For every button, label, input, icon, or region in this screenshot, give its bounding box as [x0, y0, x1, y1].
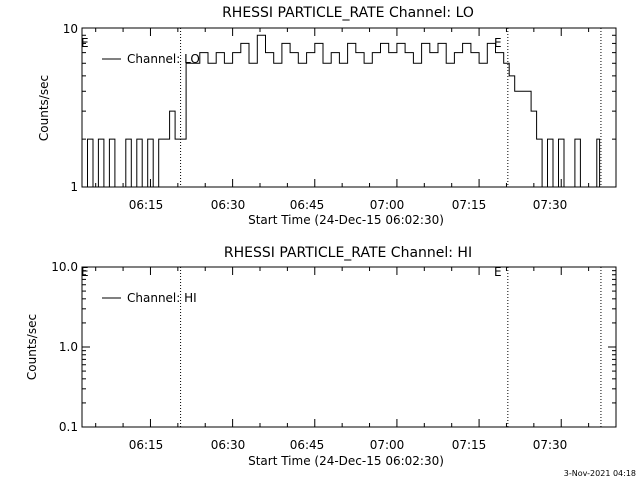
plot-frame: [81, 27, 617, 188]
chart-title: RHESSI PARTICLE_RATE Channel: LO: [222, 5, 474, 21]
y-tick-label: 1: [70, 180, 78, 194]
x-tick-label: 06:45: [290, 198, 325, 212]
generation-timestamp: 3-Nov-2021 04:18: [564, 469, 636, 478]
axis-ticks: [82, 267, 617, 428]
x-tick-label: 06:15: [129, 438, 164, 452]
series-line-channel-lo: [82, 34, 601, 188]
axis-ticks: [82, 28, 617, 188]
data-series: [82, 34, 601, 188]
x-tick-label: 07:30: [533, 438, 568, 452]
dotted-reference-lines: [180, 28, 602, 187]
x-tick-label: 07:00: [370, 438, 405, 452]
event-marker-e: E: [81, 265, 89, 279]
panel-lo: RHESSI PARTICLE_RATE Channel: LO Counts/…: [37, 5, 617, 227]
panel-hi: RHESSI PARTICLE_RATE Channel: HI Counts/…: [25, 245, 617, 468]
x-tick-label: 07:15: [452, 198, 487, 212]
legend-label: Channel: HI: [127, 291, 197, 305]
x-axis-label: Start Time (24-Dec-15 06:02:30): [248, 213, 444, 227]
event-marker-e: E: [494, 36, 502, 50]
x-tick-label: 06:30: [211, 438, 246, 452]
x-tick-label: 07:00: [370, 198, 405, 212]
y-tick-label: 10: [63, 22, 78, 36]
legend-label: Channel: LO: [127, 52, 200, 66]
y-tick-label: 10.0: [51, 260, 78, 274]
y-tick-label: 0.1: [59, 420, 78, 434]
y-axis-label: Counts/sec: [25, 314, 39, 380]
x-tick-label: 06:45: [290, 438, 325, 452]
x-tick-label: 06:30: [211, 198, 246, 212]
chart-title: RHESSI PARTICLE_RATE Channel: HI: [224, 245, 472, 261]
x-tick-label: 07:15: [452, 438, 487, 452]
y-tick-label: 1.0: [59, 340, 78, 354]
y-axis-label: Counts/sec: [37, 75, 51, 141]
x-tick-label: 06:15: [129, 198, 164, 212]
event-marker-e: E: [494, 265, 502, 279]
x-axis-label: Start Time (24-Dec-15 06:02:30): [248, 454, 444, 468]
x-tick-label: 07:30: [533, 198, 568, 212]
